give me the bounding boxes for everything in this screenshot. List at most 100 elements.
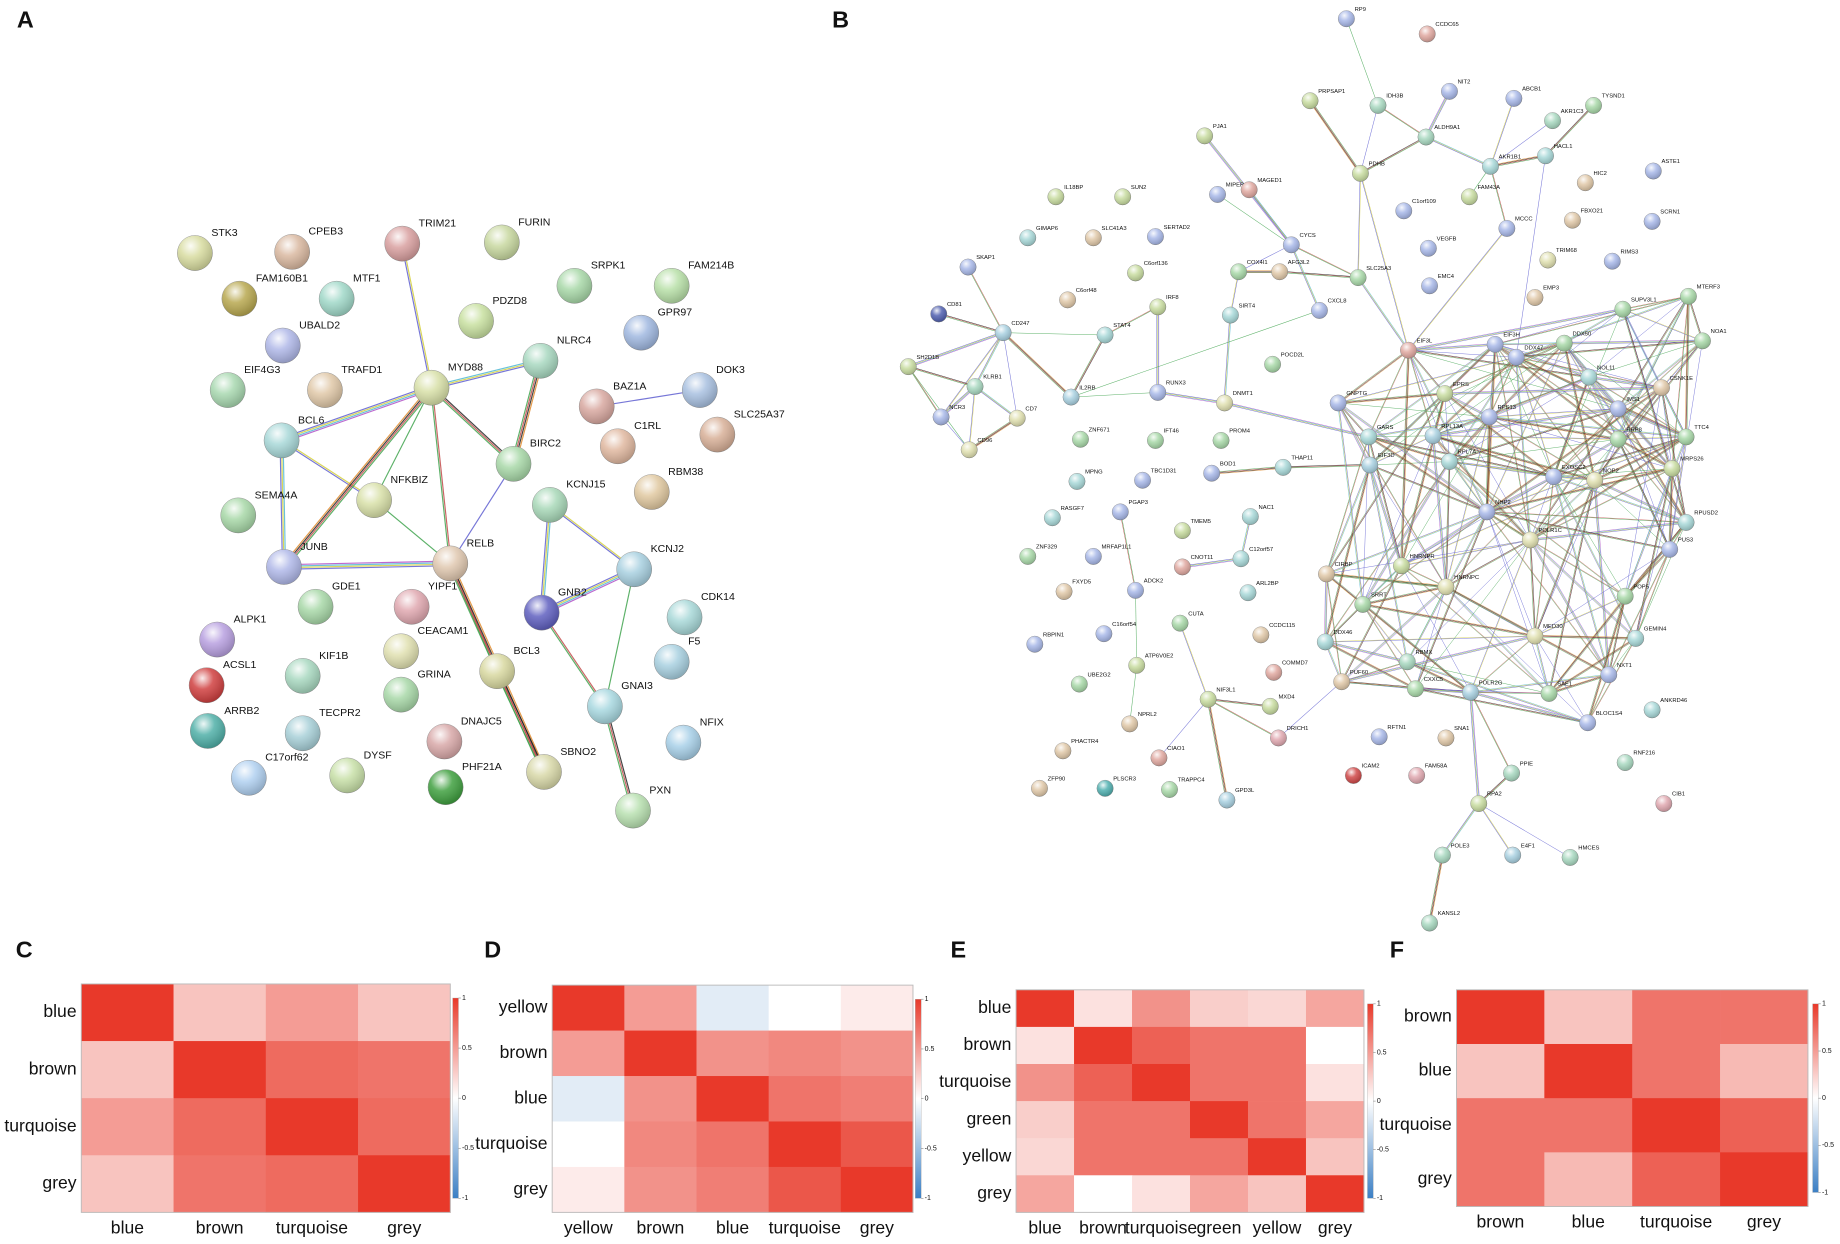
edge xyxy=(1534,479,1595,636)
edge xyxy=(1325,642,1408,663)
node-shine xyxy=(1271,263,1288,280)
heat-cell xyxy=(1016,989,1075,1028)
node-label: TYSND1 xyxy=(1602,94,1625,100)
node-label: NLRC4 xyxy=(557,335,592,347)
edge xyxy=(1595,341,1704,481)
node-label: BIRC2 xyxy=(530,438,561,450)
node-shine xyxy=(1424,427,1442,444)
node-shine xyxy=(1055,583,1073,600)
node-shine xyxy=(1395,202,1412,220)
edge xyxy=(1553,436,1687,477)
edge xyxy=(1426,91,1451,138)
edge xyxy=(1326,512,1488,575)
edge xyxy=(1661,340,1703,389)
edge xyxy=(1325,635,1535,642)
protein-node: BCL3 xyxy=(479,645,540,690)
edge xyxy=(1363,566,1403,606)
heat-cell xyxy=(1720,1152,1809,1207)
edge xyxy=(541,504,551,613)
node-label: KLRB1 xyxy=(983,375,1002,381)
protein-node: KIF1B xyxy=(284,650,348,694)
edge xyxy=(1495,343,1565,346)
node-label: CDK14 xyxy=(701,591,735,603)
edge xyxy=(1587,674,1610,723)
edge xyxy=(1180,622,1209,700)
node-shine xyxy=(1661,541,1678,558)
edge xyxy=(1224,401,1369,437)
node-shine xyxy=(1437,578,1455,596)
protein-node: POLE3 xyxy=(1433,843,1469,864)
colorbar-tick-label: 1 xyxy=(462,995,466,1002)
heat-cell xyxy=(1632,1098,1721,1153)
heat-cell xyxy=(768,1121,842,1168)
edge xyxy=(1415,688,1471,693)
edge xyxy=(1587,596,1626,723)
node-shine xyxy=(1680,288,1697,305)
node-label: BOD1 xyxy=(1220,461,1236,467)
node-label: FURIN xyxy=(518,216,550,228)
heat-cell xyxy=(1132,1101,1191,1139)
node-label: EPRS xyxy=(1453,382,1469,388)
edge xyxy=(1686,296,1690,437)
edge xyxy=(907,331,1003,366)
heat-cell xyxy=(696,1166,770,1213)
edge xyxy=(1432,416,1490,436)
edge xyxy=(1129,665,1137,724)
protein-node: TECPR2 xyxy=(284,707,361,752)
node-shine xyxy=(264,422,300,459)
edge xyxy=(1486,511,1609,676)
node-shine xyxy=(634,474,670,510)
heatmap: brown blue turquoise grey brown blue turquoise… xyxy=(1380,989,1834,1232)
edge xyxy=(969,418,1018,451)
node-label: FBXO21 xyxy=(1581,208,1603,214)
edge xyxy=(1369,464,1488,513)
node-label: MRFAP1L1 xyxy=(1102,545,1132,551)
heat-cell xyxy=(1132,1175,1191,1213)
row-label: yellow xyxy=(963,1145,1012,1165)
colorbar-tick-label: 0.5 xyxy=(1822,1048,1832,1055)
edge xyxy=(1290,244,1320,311)
protein-node: FURIN xyxy=(484,216,550,261)
node-label: IMS1 xyxy=(1626,397,1640,403)
edge xyxy=(1617,295,1689,409)
node-label: ZNF329 xyxy=(1036,545,1057,551)
node-label: CPEB3 xyxy=(309,226,344,238)
protein-node: MCCC xyxy=(1498,217,1533,237)
edge xyxy=(1428,854,1442,923)
edge xyxy=(1283,464,1370,467)
edge xyxy=(1368,343,1565,438)
edge xyxy=(1432,435,1446,587)
node-shine xyxy=(1478,503,1496,521)
heat-cell xyxy=(624,1030,697,1077)
protein-node: FAM160B1 xyxy=(221,273,308,317)
heat-cell xyxy=(1305,989,1365,1028)
edge xyxy=(1325,641,1416,689)
edge xyxy=(908,332,1004,368)
row-label: blue xyxy=(1419,1060,1452,1080)
edge xyxy=(908,332,1004,367)
edge xyxy=(1325,636,1535,643)
edge xyxy=(1624,521,1686,596)
edge xyxy=(1002,332,1072,398)
edge xyxy=(1362,603,1536,636)
protein-node: COX4I1 xyxy=(1230,260,1268,281)
edge xyxy=(1278,681,1342,739)
node-label: AKR1C3 xyxy=(1561,109,1584,115)
node-label: PROM4 xyxy=(1229,429,1251,435)
protein-node: NAC1 xyxy=(1241,505,1274,526)
protein-node: GPD3L xyxy=(1218,788,1255,809)
node-label: FAM160B1 xyxy=(256,273,308,285)
node-shine xyxy=(1434,846,1451,864)
panel-label: F xyxy=(1390,936,1404,962)
edge xyxy=(1617,408,1672,469)
protein-node: MAGED1 xyxy=(1240,178,1282,199)
node-shine xyxy=(413,370,450,406)
node-label: FXYD5 xyxy=(1072,580,1091,586)
edge xyxy=(1530,468,1673,541)
edge xyxy=(1623,308,1687,437)
node-shine xyxy=(1580,368,1598,386)
node-label: VEGFB xyxy=(1437,237,1457,243)
edge xyxy=(1338,356,1517,403)
edge xyxy=(1588,340,1703,378)
